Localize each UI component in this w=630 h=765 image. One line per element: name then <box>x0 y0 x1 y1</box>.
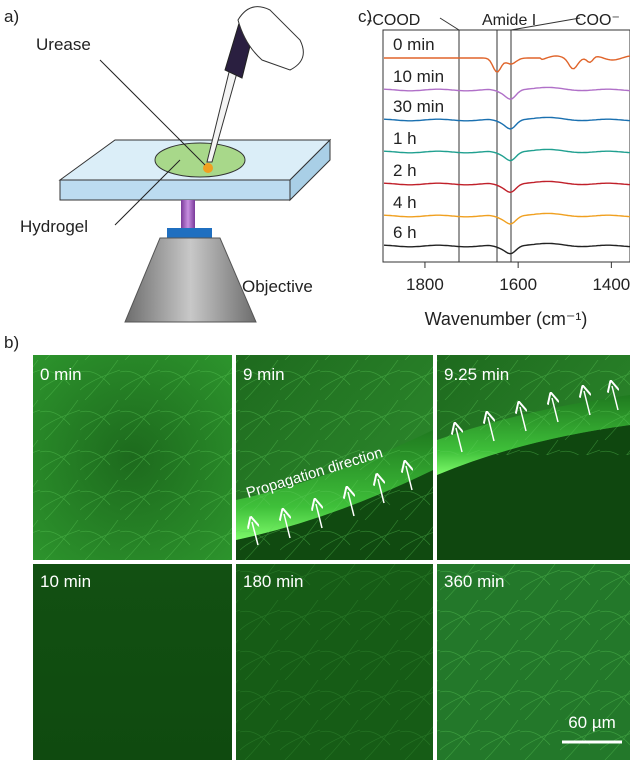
schematic <box>60 7 330 322</box>
annotation: Amide I <box>482 12 536 29</box>
time-label: 180 min <box>243 572 303 591</box>
x-axis-title: Wavenumber (cm⁻¹) <box>425 309 588 329</box>
time-label: 9 min <box>243 365 285 384</box>
time-label: 10 min <box>40 572 91 591</box>
spectrum <box>384 243 630 253</box>
time-label: 360 min <box>444 572 504 591</box>
time-label: 9.25 min <box>444 365 509 384</box>
spectrum <box>384 181 630 192</box>
trace-label: 2 h <box>393 161 417 180</box>
trace-label: 10 min <box>393 67 444 86</box>
panel-label: b) <box>4 333 19 352</box>
scale-bar-label: 60 µm <box>568 713 616 732</box>
hydrogel-label: Hydrogel <box>20 217 88 236</box>
trace-label: 4 h <box>393 193 417 212</box>
panel-label: a) <box>4 7 19 26</box>
spectrum <box>384 213 630 224</box>
plot-frame <box>383 30 630 262</box>
spectra <box>383 18 630 262</box>
figure: a) Urease Hydrogel Objective c) -COOD Am… <box>0 0 630 760</box>
trace-label: 6 h <box>393 223 417 242</box>
urease-label: Urease <box>36 35 91 54</box>
spectrum <box>384 149 630 160</box>
x-tick-label: 1400 <box>592 275 630 294</box>
micrographs <box>33 355 630 760</box>
trace-label: 30 min <box>393 97 444 116</box>
annotation: -COOD <box>367 12 420 29</box>
time-label: 0 min <box>40 365 82 384</box>
x-tick-label: 1600 <box>499 275 537 294</box>
spectrum <box>384 117 630 128</box>
trace-label: 0 min <box>393 35 435 54</box>
trace-label: 1 h <box>393 129 417 148</box>
objective-label: Objective <box>242 277 313 296</box>
annotation: COO⁻ <box>575 12 620 29</box>
x-tick-label: 1800 <box>406 275 444 294</box>
